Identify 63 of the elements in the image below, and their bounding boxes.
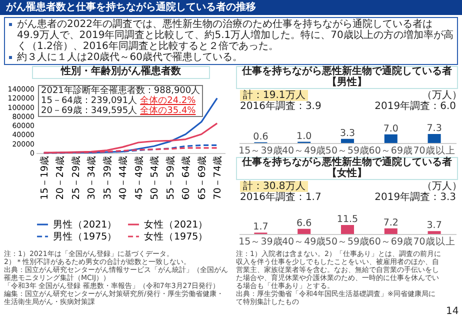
x-tick-label: 50－54歳 xyxy=(148,156,161,200)
x-tick-label: 40～49歳 xyxy=(282,236,326,248)
text: 14 xyxy=(446,306,459,317)
legend-label: 男性（1975） xyxy=(53,230,118,242)
text: 計：30.8万人 xyxy=(240,181,308,192)
text: 2019年調査：3.3 xyxy=(374,192,456,203)
annotation: 2021年診断年全罹患者数：988,900人 xyxy=(41,86,200,96)
data-label: 3.3 xyxy=(340,128,356,139)
text: （万人） xyxy=(422,181,462,192)
bar xyxy=(340,138,354,143)
chart-title: 性別・年齢別がん罹患者数 xyxy=(32,66,210,78)
annotation: 20－69歳：349,595人 xyxy=(41,106,138,116)
bar xyxy=(384,134,398,143)
data-label: 7.3 xyxy=(426,123,442,134)
bar xyxy=(384,228,398,234)
text: 計：19.1万人 xyxy=(240,90,308,101)
x-tick-label: 20－24歳 xyxy=(54,156,66,200)
x-tick-label: 70歳以上 xyxy=(413,236,456,248)
text: （万人） xyxy=(422,90,462,101)
data-label: 1.0 xyxy=(296,130,312,142)
bar xyxy=(340,225,354,234)
x-tick-label: 15～39歳 xyxy=(238,236,283,248)
data-label: 1.7 xyxy=(253,222,268,233)
x-tick-label: 35－39歳 xyxy=(101,156,114,200)
text: 2016年調査：3.9 xyxy=(240,101,322,112)
bar xyxy=(298,228,311,234)
x-tick-label: 15－19歳 xyxy=(38,156,50,200)
x-tick-label: 40－44歳 xyxy=(117,156,130,200)
data-label: 7.0 xyxy=(383,123,398,134)
data-label: 6.6 xyxy=(296,218,312,229)
data-label: 7.2 xyxy=(383,217,398,228)
x-tick-label: 45－49歳 xyxy=(132,156,145,200)
legend-label: 女性（1975） xyxy=(144,230,208,242)
chart-title: 仕事を持ちながら悪性新生物で通院している者【男性】 xyxy=(236,66,458,89)
text: 2019年調査：6.0 xyxy=(374,101,456,112)
data-label: 3.7 xyxy=(426,220,442,232)
data-label: 11.5 xyxy=(336,214,358,225)
x-tick-label: 60～69歳 xyxy=(368,144,413,156)
annotation: 全体の35.4% xyxy=(140,106,196,116)
x-tick-label: 70歳以上 xyxy=(413,144,456,156)
text: がん罹患者数と仕事を持ちながら通院している者の推移 xyxy=(0,0,462,15)
x-tick-label: 70－74歳 xyxy=(212,156,224,200)
chart-title: 仕事を持ちながら悪性新生物で通院している者【女性】 xyxy=(236,157,458,180)
legend-label: 女性（2021） xyxy=(144,218,208,230)
annotation: 15－64歳：239,091人 xyxy=(41,96,138,106)
x-tick-label: 25－29歳 xyxy=(70,156,82,200)
x-tick-label: 15～39歳 xyxy=(238,144,283,156)
legend-label: 男性（2021） xyxy=(53,218,118,230)
text: 2016年調査：1.7 xyxy=(240,192,322,203)
x-tick-label: 30－34歳 xyxy=(86,156,98,200)
x-tick-label: 40～49歳 xyxy=(282,144,326,156)
x-tick-label: 50～59歳 xyxy=(325,144,370,156)
bar xyxy=(428,134,441,143)
x-tick-label: 50～59歳 xyxy=(325,236,370,248)
x-tick-label: 60－64歳 xyxy=(180,156,192,200)
text: 約３人に１人は20歳代～60歳代で罹患している。 xyxy=(16,52,244,63)
x-tick-label: 65－69歳 xyxy=(196,156,208,200)
text: がん患者の2022年の調査では、悪性新生物の治療のため仕事を持ちながら通院している者は49.9万人で、2019年同調査と比較して、約5.1万人増加した。特に、70歳以上の方の増加率が高く（1.2倍）、2016年同調査と比較すると２倍であった。 xyxy=(16,19,454,52)
x-tick-label: 55－59歳 xyxy=(164,156,176,200)
data-label: 0.6 xyxy=(253,131,268,142)
bar xyxy=(428,231,441,234)
annotation: 全体の24.2% xyxy=(140,96,196,106)
x-tick-label: 60～69歳 xyxy=(368,236,413,248)
